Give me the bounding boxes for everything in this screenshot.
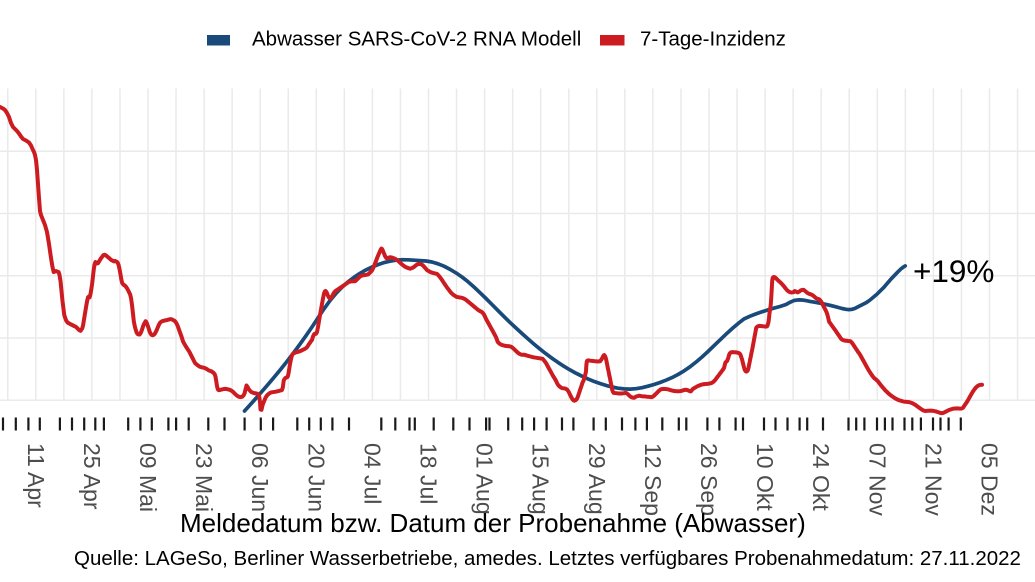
svg-text:Meldedatum bzw. Datum der Prob: Meldedatum bzw. Datum der Probenahme (Ab… xyxy=(180,508,806,538)
svg-text:Quelle: LAGeSo, Berliner Wasse: Quelle: LAGeSo, Berliner Wasserbetriebe,… xyxy=(74,547,1021,570)
svg-text:15 Aug: 15 Aug xyxy=(528,443,554,515)
svg-text:11 Apr: 11 Apr xyxy=(23,443,49,508)
svg-text:18 Jul: 18 Jul xyxy=(416,443,442,504)
svg-text:Abwasser SARS-CoV-2 RNA Modell: Abwasser SARS-CoV-2 RNA Modell xyxy=(252,28,581,51)
svg-text:10 Okt: 10 Okt xyxy=(752,443,778,511)
svg-text:09 Mai: 09 Mai xyxy=(135,443,161,512)
svg-text:04 Jul: 04 Jul xyxy=(359,443,385,504)
svg-text:+19%: +19% xyxy=(913,253,994,289)
svg-text:29 Aug: 29 Aug xyxy=(584,443,610,515)
svg-text:07 Nov: 07 Nov xyxy=(864,443,890,516)
svg-text:26 Sep: 26 Sep xyxy=(696,443,722,516)
svg-text:06 Jun: 06 Jun xyxy=(247,443,273,512)
svg-text:23 Mai: 23 Mai xyxy=(191,443,217,512)
svg-text:20 Jun: 20 Jun xyxy=(303,443,329,512)
svg-text:24 Okt: 24 Okt xyxy=(808,443,834,511)
svg-text:7-Tage-Inzidenz: 7-Tage-Inzidenz xyxy=(640,28,786,51)
svg-text:05 Dez: 05 Dez xyxy=(977,443,1003,516)
svg-text:01 Aug: 01 Aug xyxy=(472,443,498,515)
svg-text:21 Nov: 21 Nov xyxy=(920,443,946,516)
svg-text:12 Sep: 12 Sep xyxy=(640,443,666,516)
svg-text:25 Apr: 25 Apr xyxy=(79,443,105,510)
